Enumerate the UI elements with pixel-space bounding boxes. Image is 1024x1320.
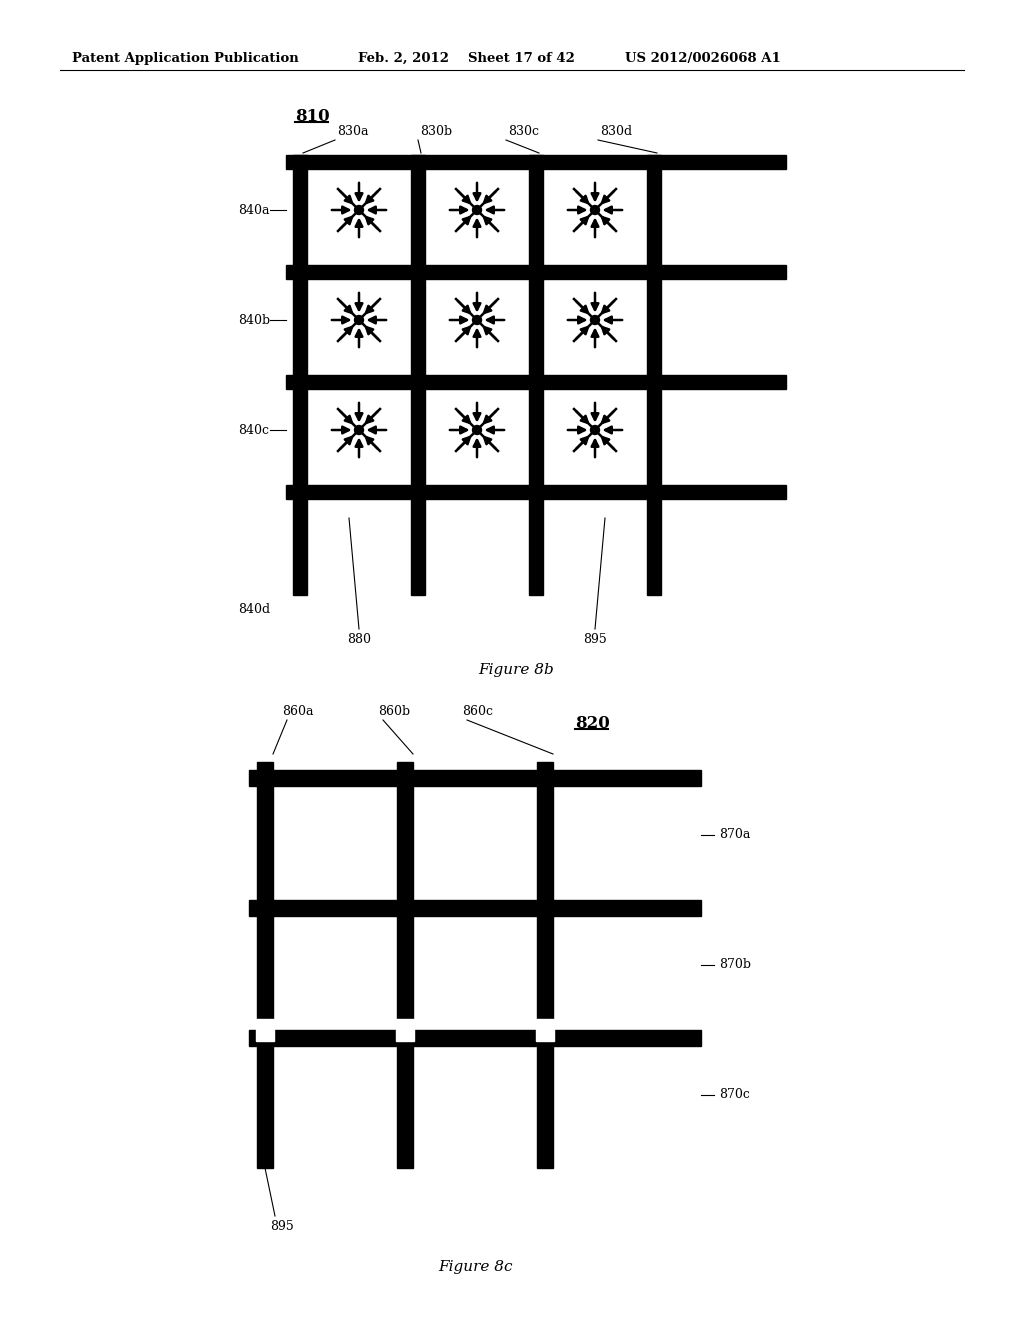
- Text: 880: 880: [347, 634, 371, 645]
- Text: 870b: 870b: [719, 958, 751, 972]
- Bar: [293, 154, 307, 595]
- Bar: [249, 770, 701, 785]
- Bar: [396, 1019, 414, 1041]
- Bar: [249, 1030, 701, 1045]
- Text: 860a: 860a: [282, 705, 313, 718]
- Text: 840c: 840c: [238, 424, 269, 437]
- Text: Feb. 2, 2012: Feb. 2, 2012: [358, 51, 449, 65]
- Text: 895: 895: [583, 634, 607, 645]
- Bar: [256, 1019, 274, 1041]
- Circle shape: [591, 206, 599, 214]
- Text: 840a: 840a: [238, 203, 269, 216]
- Circle shape: [354, 315, 364, 325]
- Text: Patent Application Publication: Patent Application Publication: [72, 51, 299, 65]
- Text: 860c: 860c: [462, 705, 493, 718]
- Circle shape: [472, 315, 481, 325]
- Bar: [536, 1019, 554, 1041]
- Text: 830a: 830a: [337, 125, 369, 139]
- Text: 870c: 870c: [719, 1089, 750, 1101]
- Text: 830b: 830b: [420, 125, 453, 139]
- Text: Figure 8c: Figure 8c: [437, 1261, 512, 1274]
- Circle shape: [591, 315, 599, 325]
- Bar: [286, 154, 786, 169]
- Text: 860b: 860b: [378, 705, 411, 718]
- Bar: [257, 762, 273, 1168]
- Bar: [537, 762, 553, 1168]
- Bar: [286, 265, 786, 279]
- Bar: [529, 154, 543, 595]
- Circle shape: [354, 206, 364, 214]
- Text: Figure 8b: Figure 8b: [478, 663, 554, 677]
- Text: 810: 810: [295, 108, 330, 125]
- Circle shape: [472, 206, 481, 214]
- Text: Sheet 17 of 42: Sheet 17 of 42: [468, 51, 574, 65]
- Bar: [397, 762, 413, 1168]
- Bar: [411, 154, 425, 595]
- Bar: [647, 154, 662, 595]
- Bar: [286, 375, 786, 389]
- Text: 840b: 840b: [238, 314, 270, 326]
- Bar: [286, 484, 786, 499]
- Circle shape: [354, 425, 364, 434]
- Bar: [249, 900, 701, 916]
- Text: 870a: 870a: [719, 829, 751, 842]
- Text: 895: 895: [270, 1220, 294, 1233]
- Text: 830c: 830c: [508, 125, 539, 139]
- Circle shape: [591, 425, 599, 434]
- Text: 830d: 830d: [600, 125, 632, 139]
- Circle shape: [472, 425, 481, 434]
- Text: US 2012/0026068 A1: US 2012/0026068 A1: [625, 51, 780, 65]
- Text: 820: 820: [575, 715, 609, 733]
- Text: 840d: 840d: [238, 603, 270, 616]
